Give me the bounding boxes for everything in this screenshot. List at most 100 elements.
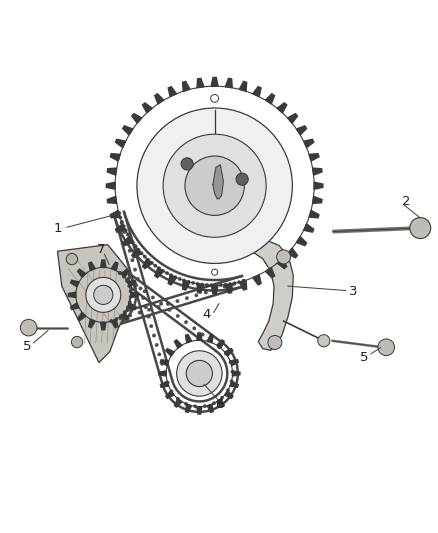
Polygon shape bbox=[121, 269, 129, 277]
Circle shape bbox=[176, 314, 180, 318]
Circle shape bbox=[122, 224, 125, 228]
Polygon shape bbox=[160, 360, 169, 366]
Polygon shape bbox=[217, 399, 224, 407]
Circle shape bbox=[218, 345, 221, 349]
Circle shape bbox=[131, 259, 134, 262]
Polygon shape bbox=[207, 335, 213, 343]
Polygon shape bbox=[239, 82, 247, 91]
Circle shape bbox=[268, 335, 282, 350]
Polygon shape bbox=[309, 154, 319, 161]
Polygon shape bbox=[304, 224, 314, 232]
Polygon shape bbox=[111, 319, 118, 328]
Circle shape bbox=[119, 216, 122, 219]
Circle shape bbox=[143, 255, 146, 259]
Polygon shape bbox=[265, 94, 275, 104]
Polygon shape bbox=[121, 312, 129, 320]
Polygon shape bbox=[123, 126, 133, 135]
Circle shape bbox=[117, 212, 120, 215]
Polygon shape bbox=[88, 319, 95, 328]
Polygon shape bbox=[183, 82, 190, 91]
Circle shape bbox=[123, 310, 127, 314]
Circle shape bbox=[183, 279, 186, 282]
Polygon shape bbox=[213, 165, 223, 199]
Circle shape bbox=[150, 261, 153, 264]
Circle shape bbox=[119, 314, 123, 318]
Circle shape bbox=[128, 249, 131, 253]
Polygon shape bbox=[277, 259, 287, 269]
Circle shape bbox=[131, 241, 134, 244]
Circle shape bbox=[218, 345, 221, 349]
Polygon shape bbox=[265, 268, 275, 278]
Polygon shape bbox=[106, 182, 115, 189]
Polygon shape bbox=[110, 211, 120, 218]
Circle shape bbox=[174, 276, 177, 279]
Circle shape bbox=[233, 282, 236, 286]
Polygon shape bbox=[197, 78, 204, 88]
Polygon shape bbox=[211, 285, 218, 294]
Polygon shape bbox=[88, 262, 95, 271]
Circle shape bbox=[129, 295, 132, 298]
Circle shape bbox=[186, 360, 212, 386]
Polygon shape bbox=[186, 335, 191, 343]
Circle shape bbox=[163, 134, 266, 237]
Circle shape bbox=[136, 277, 139, 281]
Circle shape bbox=[231, 370, 234, 373]
Circle shape bbox=[194, 405, 197, 408]
Circle shape bbox=[127, 284, 131, 288]
Circle shape bbox=[170, 273, 173, 277]
Polygon shape bbox=[168, 86, 177, 96]
Polygon shape bbox=[239, 280, 247, 290]
Text: 7: 7 bbox=[97, 244, 106, 256]
Polygon shape bbox=[211, 77, 218, 86]
Polygon shape bbox=[127, 280, 136, 287]
Polygon shape bbox=[132, 114, 142, 123]
Circle shape bbox=[210, 284, 213, 287]
Circle shape bbox=[143, 289, 146, 293]
Polygon shape bbox=[101, 322, 106, 330]
Polygon shape bbox=[166, 349, 174, 356]
Circle shape bbox=[86, 277, 121, 312]
Circle shape bbox=[124, 229, 127, 232]
Polygon shape bbox=[253, 275, 261, 285]
Circle shape bbox=[242, 279, 245, 282]
Polygon shape bbox=[197, 333, 202, 341]
Circle shape bbox=[236, 173, 248, 185]
Circle shape bbox=[184, 320, 187, 324]
Circle shape bbox=[212, 401, 215, 405]
Circle shape bbox=[137, 108, 292, 263]
Polygon shape bbox=[116, 139, 126, 148]
Circle shape bbox=[140, 252, 143, 255]
Polygon shape bbox=[71, 303, 79, 310]
Circle shape bbox=[184, 402, 187, 406]
Circle shape bbox=[119, 317, 122, 320]
Polygon shape bbox=[78, 269, 86, 277]
Text: 5: 5 bbox=[23, 341, 31, 353]
Circle shape bbox=[120, 220, 124, 223]
Circle shape bbox=[178, 277, 181, 280]
Circle shape bbox=[226, 389, 230, 392]
Circle shape bbox=[223, 285, 226, 288]
Text: 5: 5 bbox=[360, 351, 369, 364]
Circle shape bbox=[126, 306, 130, 309]
Circle shape bbox=[187, 280, 190, 284]
Polygon shape bbox=[277, 103, 287, 113]
Circle shape bbox=[201, 283, 204, 286]
Circle shape bbox=[224, 352, 228, 356]
Circle shape bbox=[158, 353, 161, 356]
Circle shape bbox=[159, 302, 163, 305]
Circle shape bbox=[181, 158, 193, 170]
Polygon shape bbox=[313, 196, 322, 204]
Text: 3: 3 bbox=[349, 285, 358, 298]
Polygon shape bbox=[197, 284, 204, 293]
Circle shape bbox=[204, 291, 208, 294]
Polygon shape bbox=[57, 245, 132, 362]
Circle shape bbox=[185, 156, 244, 215]
Circle shape bbox=[155, 343, 158, 346]
Circle shape bbox=[146, 258, 150, 262]
Circle shape bbox=[115, 318, 118, 321]
Circle shape bbox=[138, 311, 141, 314]
Circle shape bbox=[126, 277, 130, 281]
Circle shape bbox=[193, 327, 196, 330]
Polygon shape bbox=[101, 260, 106, 268]
Polygon shape bbox=[159, 371, 166, 376]
